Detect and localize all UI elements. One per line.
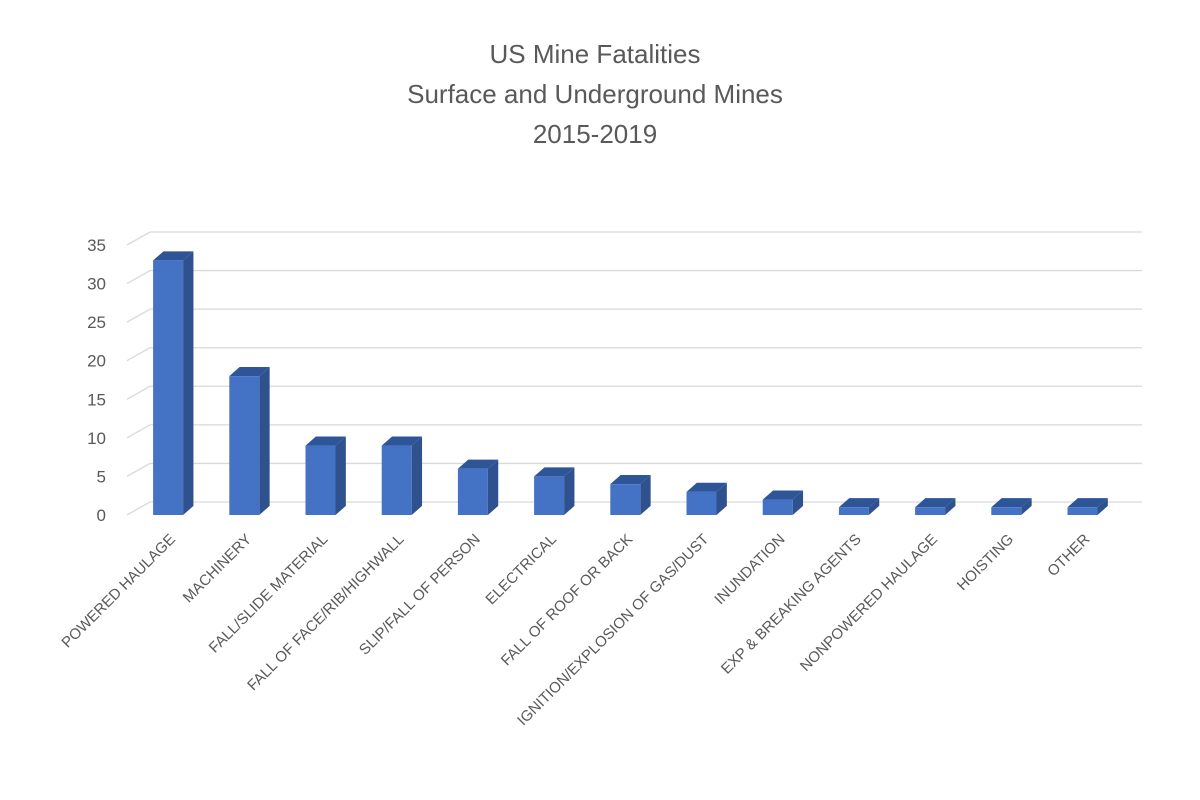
bar-side <box>716 482 727 515</box>
bar-front <box>381 445 412 515</box>
bar <box>991 498 1032 515</box>
gridline-depth <box>126 424 151 439</box>
bar-front <box>534 476 565 515</box>
gridline-depth <box>126 270 151 285</box>
x-tick-label: NONPOWERED HAULAGE <box>797 531 941 675</box>
bars <box>153 251 1108 516</box>
bar-side <box>259 367 270 515</box>
gridline-depth <box>126 501 151 516</box>
bar-side <box>640 475 651 515</box>
bar-side <box>945 498 956 515</box>
gridline-depth <box>126 231 151 246</box>
bar <box>762 490 804 515</box>
bar-side <box>183 251 194 516</box>
gridline-depth <box>126 462 151 477</box>
bar-top <box>915 498 956 508</box>
bar-side <box>1021 498 1032 515</box>
bar-top <box>1067 498 1108 508</box>
chart-title-line-3: 2015-2019 <box>532 119 658 149</box>
gridline-depth <box>126 385 151 400</box>
bar-top <box>153 251 194 261</box>
bar-front <box>686 491 717 515</box>
chart-title: US Mine Fatalities Surface and Undergrou… <box>0 34 1190 154</box>
x-tick-label: OTHER <box>1044 531 1093 580</box>
bar-top <box>838 498 880 508</box>
bar-top <box>229 367 270 377</box>
bar <box>610 475 651 515</box>
bar <box>915 498 956 515</box>
gridlines <box>126 231 1142 516</box>
x-tick-label: MACHINERY <box>180 531 255 606</box>
x-tick-label: INUNDATION <box>711 531 788 608</box>
x-tick-label: FALL OF ROOF OR BACK <box>498 531 636 669</box>
y-axis-ticks: 0 5 10 15 20 25 30 35 <box>87 236 106 525</box>
bar <box>381 436 423 515</box>
bar-side <box>487 459 499 515</box>
bar-side <box>792 490 804 515</box>
y-tick-label: 0 <box>97 506 106 525</box>
bar <box>1067 498 1108 515</box>
bar-front <box>991 507 1022 515</box>
bar-top <box>381 436 423 446</box>
bar-front <box>229 376 260 515</box>
bar-front <box>153 260 184 515</box>
y-tick-label: 25 <box>87 313 106 332</box>
chart-title-line-1: US Mine Fatalities <box>489 39 701 69</box>
bar-side <box>335 436 346 515</box>
y-tick-label: 30 <box>87 275 106 294</box>
y-tick-label: 20 <box>87 352 106 371</box>
bar-top <box>762 490 804 500</box>
x-tick-label: HOISTING <box>954 531 1017 594</box>
bar-front <box>305 445 336 515</box>
y-tick-label: 5 <box>97 467 106 486</box>
y-tick-label: 10 <box>87 429 106 448</box>
x-tick-label: EXP & BREAKING AGENTS <box>718 531 865 678</box>
gridline-depth <box>126 347 151 362</box>
x-tick-label: POWERED HAULAGE <box>58 531 178 651</box>
bar-front <box>1067 507 1098 515</box>
bar-top <box>457 459 499 469</box>
bar-side <box>868 498 880 515</box>
bar <box>305 436 346 515</box>
bar-side <box>411 436 423 515</box>
bar-front <box>915 507 946 515</box>
bar <box>686 482 727 515</box>
bar-front <box>610 484 641 515</box>
bar-front <box>457 468 488 515</box>
x-tick-label: ELECTRICAL <box>482 531 559 608</box>
gridline-depth <box>126 308 151 323</box>
bar-top <box>534 467 575 477</box>
bar-top <box>305 436 346 446</box>
bar-side <box>564 467 575 515</box>
bar-top <box>686 482 727 492</box>
y-tick-label: 15 <box>87 390 106 409</box>
bar-top <box>610 475 651 485</box>
bar-front <box>762 499 793 515</box>
bar <box>457 459 499 515</box>
bar <box>229 367 270 515</box>
bar-top <box>991 498 1032 508</box>
bar-front <box>838 507 869 515</box>
bar <box>153 251 194 516</box>
bar <box>534 467 575 515</box>
chart-title-line-2: Surface and Underground Mines <box>407 79 783 109</box>
bar-side <box>1097 498 1108 515</box>
bar <box>838 498 880 515</box>
y-tick-label: 35 <box>87 236 106 255</box>
x-tick-label: FALL OF FACE/RIB/HIGHWALL <box>244 531 407 694</box>
